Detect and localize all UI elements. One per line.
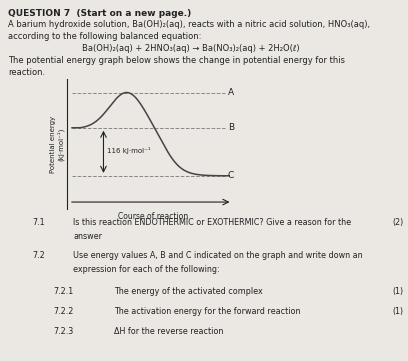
Text: (1): (1) [393,307,404,316]
Text: Use energy values A, B and C indicated on the graph and write down an: Use energy values A, B and C indicated o… [73,251,363,260]
Text: 7.2: 7.2 [33,251,45,260]
Text: 7.2.2: 7.2.2 [53,307,73,316]
Text: A barium hydroxide solution, Ba(OH)₂(aq), reacts with a nitric acid solution, HN: A barium hydroxide solution, Ba(OH)₂(aq)… [8,20,370,29]
Text: QUESTION 7  (Start on a new page.): QUESTION 7 (Start on a new page.) [8,9,191,18]
Text: (1): (1) [393,287,404,296]
Text: The energy of the activated complex: The energy of the activated complex [114,287,263,296]
Text: The activation energy for the forward reaction: The activation energy for the forward re… [114,307,301,316]
Text: Ba(OH)₂(aq) + 2HNO₃(aq) → Ba(NO₃)₂(aq) + 2H₂O(ℓ): Ba(OH)₂(aq) + 2HNO₃(aq) → Ba(NO₃)₂(aq) +… [82,44,299,53]
Text: answer: answer [73,232,102,241]
Text: (2): (2) [392,218,404,227]
X-axis label: Course of reaction: Course of reaction [118,212,188,221]
Text: The potential energy graph below shows the change in potential energy for this: The potential energy graph below shows t… [8,56,345,65]
Text: 7.2.3: 7.2.3 [53,327,73,336]
Text: ΔH for the reverse reaction: ΔH for the reverse reaction [114,327,224,336]
Text: B: B [228,123,234,132]
Text: C: C [228,171,234,180]
Text: expression for each of the following:: expression for each of the following: [73,265,220,274]
Text: Is this reaction ENDOTHERMIC or EXOTHERMIC? Give a reason for the: Is this reaction ENDOTHERMIC or EXOTHERM… [73,218,352,227]
Text: reaction.: reaction. [8,68,45,77]
Text: 116 kJ·mol⁻¹: 116 kJ·mol⁻¹ [107,147,151,154]
Text: according to the following balanced equation:: according to the following balanced equa… [8,32,202,42]
Y-axis label: Potential energy
(kJ·mol⁻¹): Potential energy (kJ·mol⁻¹) [50,116,64,173]
Text: A: A [228,88,234,97]
Text: 7.2.1: 7.2.1 [53,287,73,296]
Text: 7.1: 7.1 [33,218,45,227]
